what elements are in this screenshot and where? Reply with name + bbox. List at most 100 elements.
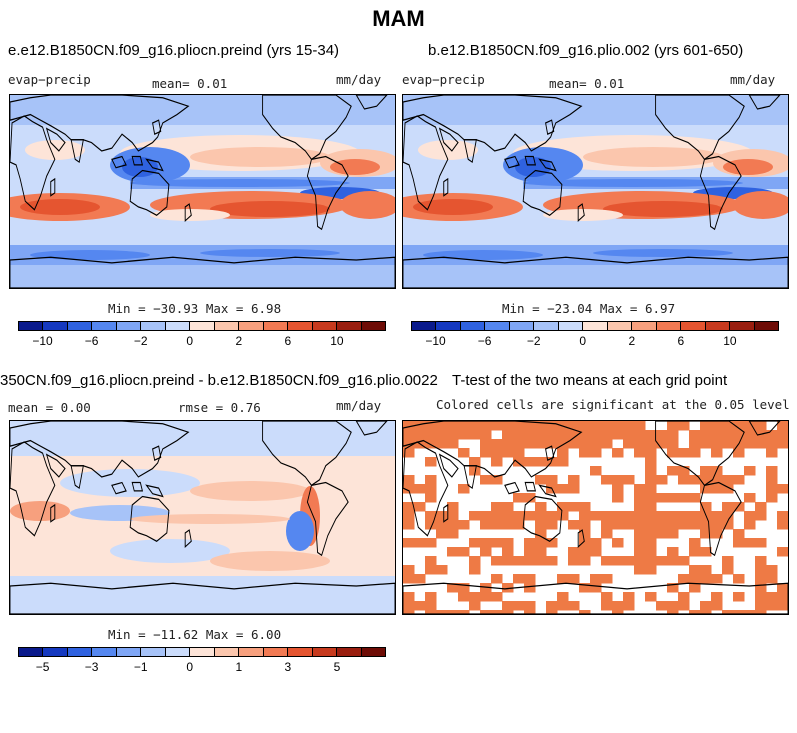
significant-cell <box>744 430 756 440</box>
significant-cell <box>436 610 448 614</box>
significant-cell <box>513 574 525 584</box>
significant-cell <box>524 583 536 593</box>
significant-cell <box>766 601 778 611</box>
significant-cell <box>524 439 536 449</box>
significant-cell <box>678 511 690 521</box>
significant-cell <box>469 565 481 575</box>
significant-cell <box>667 466 679 476</box>
significant-cell <box>513 556 525 566</box>
significant-cell <box>436 565 448 575</box>
significant-cell <box>667 610 679 614</box>
significant-cell <box>700 574 712 584</box>
colorbar-tick-label: 3 <box>284 660 292 674</box>
significant-cell <box>535 475 547 485</box>
significant-cell <box>568 421 580 431</box>
panel2-mean: mean= 0.01 <box>549 76 625 91</box>
significant-cell <box>766 493 778 503</box>
panel2-units: mm/day <box>730 72 776 87</box>
significant-cell <box>634 520 646 530</box>
significant-cell <box>689 493 701 503</box>
colorbar-segment <box>607 322 633 330</box>
significant-cell <box>755 574 767 584</box>
significant-cell <box>535 502 547 512</box>
significant-cell <box>645 457 657 467</box>
significant-cell <box>513 439 525 449</box>
significant-cell <box>678 574 690 584</box>
significant-cell <box>667 529 679 539</box>
southern-storm-track <box>30 250 150 260</box>
significant-cell <box>744 466 756 476</box>
significant-cell <box>667 448 679 458</box>
significant-cell <box>524 511 536 521</box>
significant-cell <box>425 511 437 521</box>
significant-cell <box>766 565 778 575</box>
panel4-subtitle: Colored cells are significant at the 0.0… <box>436 397 790 412</box>
south-midlat-band <box>10 230 395 248</box>
colorbar-segment <box>460 322 486 330</box>
panel3-title-text: 350CN.f09_g16.pliocn.preind - b.e12.B185… <box>0 372 430 389</box>
colorbar-tick-label: −5 <box>35 660 50 674</box>
significant-cell <box>579 556 591 566</box>
colorbar-segment <box>190 648 215 656</box>
panel3-title: 350CN.f09_g16.pliocn.preind - b.e12.B185… <box>0 372 438 389</box>
significant-cell <box>513 448 525 458</box>
south-pacific-negative-anomaly <box>110 539 230 563</box>
significant-cell <box>645 493 657 503</box>
significant-cell <box>579 538 591 548</box>
significant-cell <box>689 565 701 575</box>
significant-cell <box>601 592 613 602</box>
north-pacific-dry-core <box>583 147 723 167</box>
panel3-minmax: Min = −11.62 Max = 6.00 <box>108 627 282 642</box>
colorbar-segment <box>263 322 289 330</box>
significant-cell <box>722 421 734 431</box>
south-midlat-band <box>403 230 788 248</box>
significant-cell <box>645 439 657 449</box>
significant-cell <box>414 484 426 494</box>
significant-cell <box>612 538 624 548</box>
significant-cell <box>524 610 536 614</box>
colorbar-segment <box>116 322 142 330</box>
significant-cell <box>535 556 547 566</box>
significant-cell <box>502 556 514 566</box>
significant-cell <box>700 520 712 530</box>
south-indian-dry-core <box>20 199 100 215</box>
significant-cell <box>711 511 723 521</box>
significant-cell <box>436 520 448 530</box>
significant-cell <box>722 520 734 530</box>
significant-cell <box>524 457 536 467</box>
colorbar-segment <box>239 322 264 330</box>
significant-cell <box>458 430 470 440</box>
significant-cell <box>689 439 701 449</box>
significant-cell <box>447 583 459 593</box>
significant-cell <box>502 421 514 431</box>
significant-cell <box>469 601 481 611</box>
significant-cell <box>645 556 657 566</box>
significant-cell <box>557 430 569 440</box>
significant-cell <box>513 511 525 521</box>
significant-cell <box>755 565 767 575</box>
significant-cell <box>568 475 580 485</box>
significant-cell <box>645 466 657 476</box>
panel2-map <box>402 94 789 289</box>
panel3-heatmap-svg <box>10 421 395 614</box>
southern-storm-track-pacific <box>593 249 733 257</box>
significant-cell <box>590 430 602 440</box>
antarctic-band <box>403 265 788 288</box>
significant-cell <box>491 448 503 458</box>
colorbar-tick-label: −6 <box>477 334 492 348</box>
arctic-band <box>403 95 788 125</box>
significant-cell <box>656 601 668 611</box>
significant-cell <box>513 457 525 467</box>
significant-cell <box>656 493 668 503</box>
colorbar-tick-label: 10 <box>330 334 344 348</box>
significant-cell <box>656 439 668 449</box>
panel1-map <box>9 94 396 289</box>
significant-cell <box>546 511 558 521</box>
significant-cell <box>601 556 613 566</box>
significant-cell <box>755 610 767 614</box>
significant-cell <box>645 448 657 458</box>
significant-cell <box>546 520 558 530</box>
significant-cell <box>623 511 635 521</box>
significant-cell <box>601 601 613 611</box>
colorbar-tick-label: −3 <box>84 660 99 674</box>
